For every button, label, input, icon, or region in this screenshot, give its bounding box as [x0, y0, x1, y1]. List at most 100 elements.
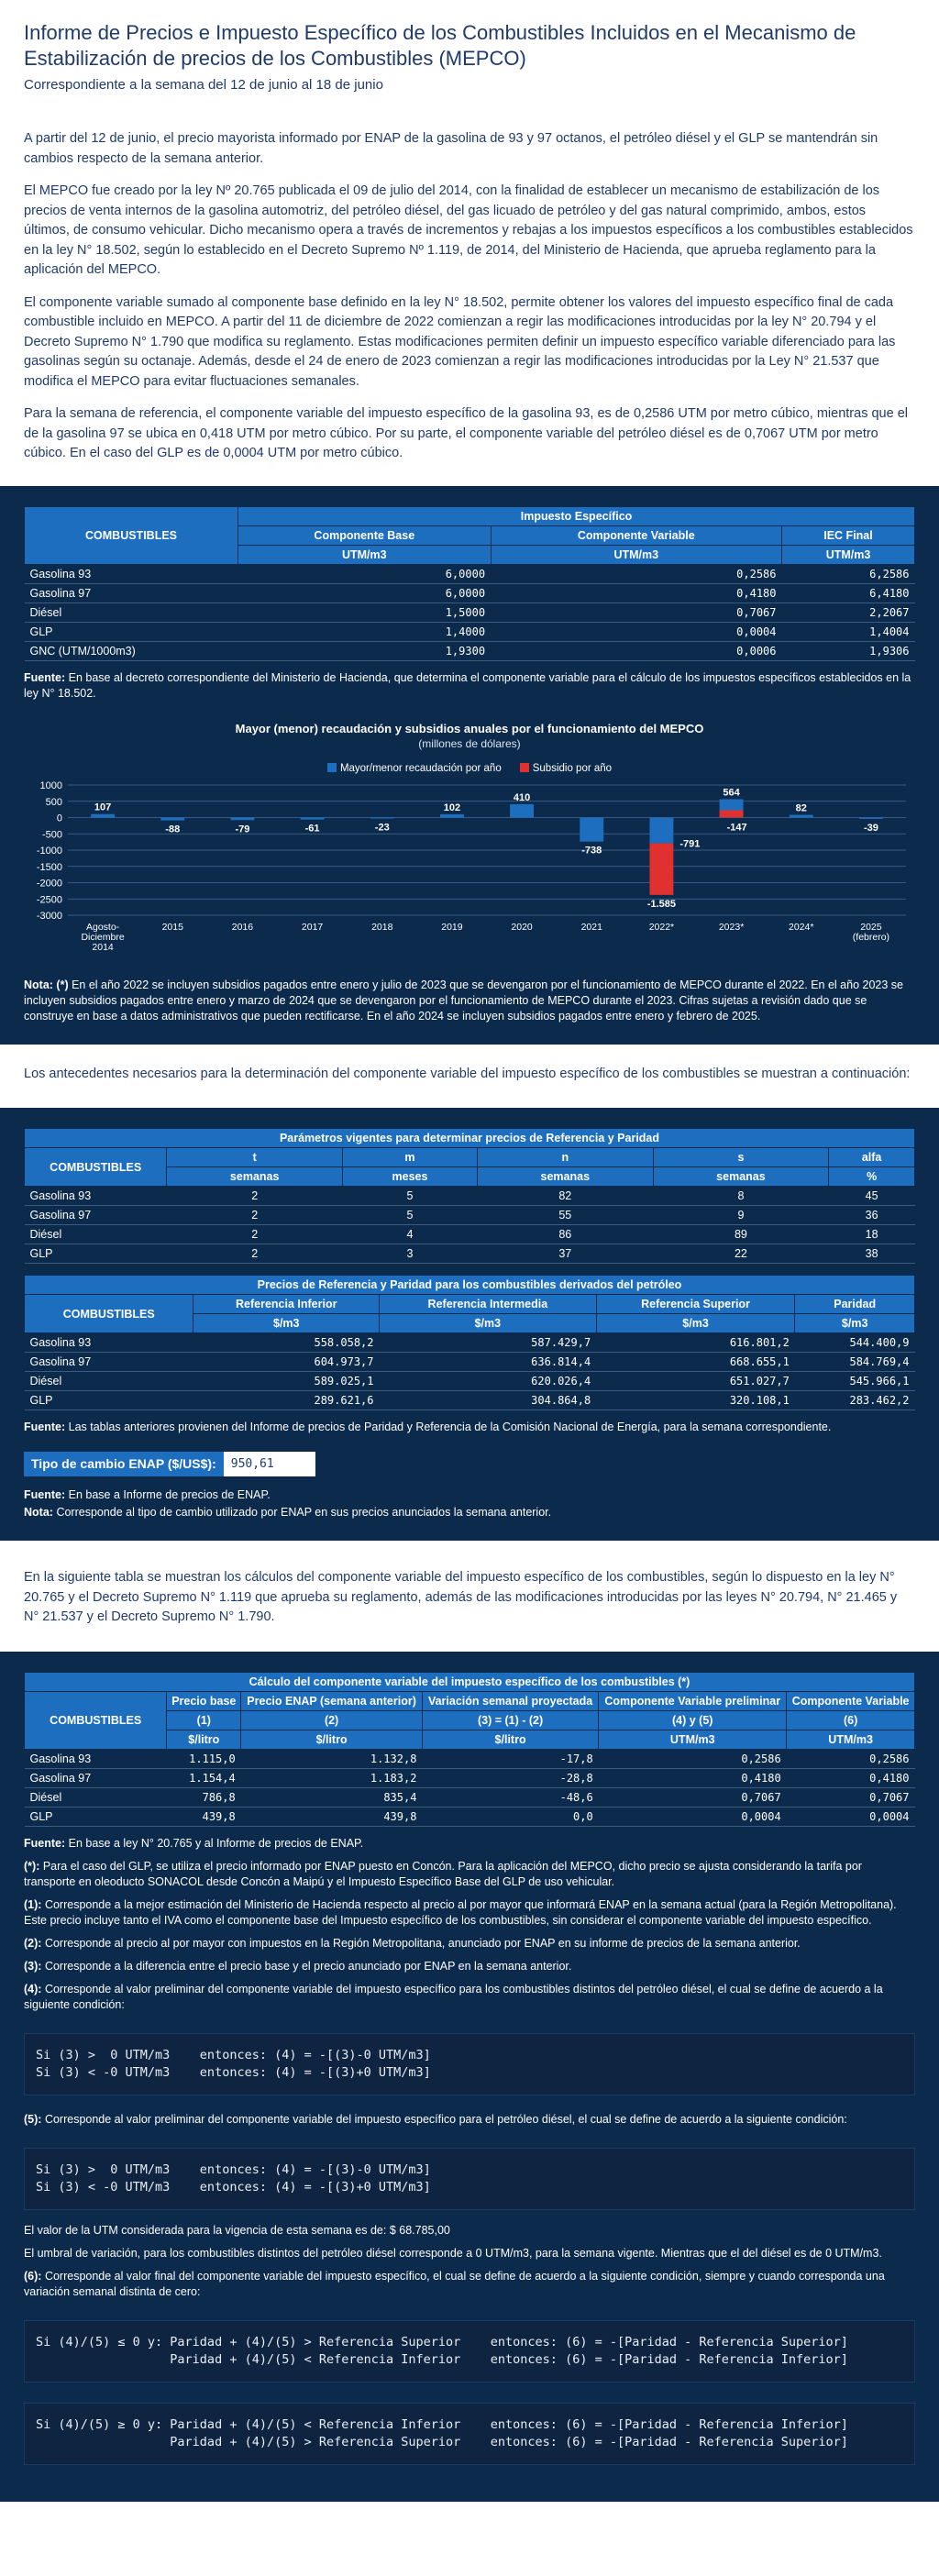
y-tick-label: -500	[42, 829, 62, 840]
table-cell: 2	[166, 1224, 343, 1244]
table-cell: 6,0000	[238, 564, 492, 584]
table-row: Gasolina 93 2 5 82 8 45	[24, 1186, 915, 1206]
table-cell: 0,2586	[786, 1749, 915, 1769]
table-cell: 589.025,1	[193, 1371, 380, 1391]
table-cell: 5	[342, 1205, 478, 1225]
table-cell: 1.115,0	[166, 1749, 241, 1769]
footnote: (2): Corresponde al precio al por mayor …	[24, 1936, 801, 1950]
row-label: Gasolina 93	[24, 1186, 167, 1206]
row-label: Diésel	[24, 1371, 193, 1391]
col-header: Paridad	[794, 1294, 915, 1314]
table-cell: 45	[828, 1186, 915, 1206]
table-row: GLP 2 3 37 22 38	[24, 1244, 915, 1264]
x-tick-label: 2021	[581, 922, 603, 933]
table-cell: 6,4180	[781, 583, 915, 603]
table-cell: 0,0	[422, 1807, 599, 1827]
row-label: Gasolina 97	[24, 1768, 167, 1788]
table-row: Gasolina 97 6,0000 0,4180 6,4180	[24, 583, 915, 603]
table-cell: -17,8	[422, 1749, 599, 1769]
x-tick-label: 2025	[860, 922, 882, 933]
col-unit: meses	[342, 1166, 478, 1187]
col-combustibles: COMBUSTIBLES	[23, 1294, 194, 1333]
bar-recaudacion	[160, 817, 185, 821]
row-label: GLP	[24, 1244, 167, 1264]
col-header: Componente Base	[238, 525, 492, 546]
umbral-text: El umbral de variación, para los combust…	[24, 2246, 882, 2260]
table-row: Gasolina 93 558.058,2 587.429,7 616.801,2 54…	[24, 1332, 915, 1353]
data-label: 564	[723, 787, 740, 798]
table-cell: 620.026,4	[379, 1371, 597, 1391]
table-row: Gasolina 97 2 5 55 9 36	[24, 1205, 915, 1225]
table-cell: 1,9306	[781, 641, 915, 661]
calc-table: Cálculo del componente variable del impu…	[23, 1671, 915, 1827]
table-caption: Impuesto Específico	[238, 505, 915, 526]
footnote: (3): Corresponde a la diferencia entre e…	[24, 1959, 572, 1973]
col-header: IEC Final	[781, 525, 915, 546]
page-subtitle: Correspondiente a la semana del 12 de ju…	[24, 77, 383, 93]
col-header: Precio base	[166, 1690, 242, 1711]
table-cell: 2,2067	[781, 603, 915, 623]
row-label: GLP	[24, 1807, 167, 1827]
col-ref: (3) = (1) - (2)	[421, 1709, 600, 1730]
col-unit: $/litro	[421, 1729, 600, 1750]
col-header: Referencia Inferior	[193, 1294, 381, 1314]
x-tick-label: 2017	[302, 922, 324, 933]
footnote: (5): Corresponde al valor preliminar del…	[24, 2112, 847, 2126]
exchange-rate-value: 950,61	[223, 1452, 315, 1476]
footnote: (4): Corresponde al valor preliminar del…	[24, 1982, 883, 2011]
calc-intro-text: En la siguiente tabla se muestran los cá…	[24, 1570, 898, 1624]
table-cell: 3	[342, 1244, 478, 1264]
intro-paragraph: A partir del 12 de junio, el precio mayo…	[24, 131, 878, 166]
bar-subsidio	[719, 809, 744, 817]
table-cell: 651.027,7	[596, 1371, 795, 1391]
col-unit: UTM/m3	[781, 544, 915, 565]
table-row: Gasolina 93 6,0000 0,2586 6,2586	[24, 564, 915, 584]
calc-intro-section: En la siguiente tabla se muestran los cá…	[0, 1541, 939, 1652]
table-cell: 5	[342, 1186, 478, 1206]
parameters-section: Parámetros vigentes para determinar prec…	[0, 1108, 939, 1541]
x-tick-label: Diciembre	[81, 932, 124, 943]
table-caption: Parámetros vigentes para determinar prec…	[24, 1128, 915, 1148]
bar-recaudacion	[510, 803, 535, 817]
col-combustibles: COMBUSTIBLES	[23, 505, 239, 565]
table-cell: 0,2586	[491, 564, 782, 584]
bar-recaudacion	[789, 814, 813, 817]
col-unit: semanas	[652, 1166, 830, 1187]
col-header: Referencia Superior	[595, 1294, 796, 1314]
col-header: Componente Variable	[490, 525, 783, 546]
x-tick-label: 2022*	[649, 922, 674, 933]
table-row: GNC (UTM/1000m3) 1,9300 0,0006 1,9306	[24, 641, 915, 661]
iec-section: COMBUSTIBLES Impuesto Específico Compone…	[0, 485, 939, 1045]
table-cell: 1,5000	[238, 603, 492, 623]
bar-recaudacion	[649, 817, 674, 844]
x-tick-label: 2024*	[789, 922, 813, 933]
col-ref: (4) y (5)	[598, 1709, 788, 1730]
table-row: GLP 289.621,6 304.864,8 320.108,1 283.462,2	[24, 1390, 915, 1410]
data-label: 82	[796, 802, 807, 813]
col-ref: (2)	[240, 1709, 423, 1730]
col-header: Componente Variable	[786, 1690, 915, 1711]
col-header: Referencia Intermedia	[379, 1294, 597, 1314]
table-caption: Precios de Referencia y Paridad para los…	[24, 1275, 915, 1295]
mepco-chart: 1000 500 0 -500 -1000 -1500 -2000 -2500 -3000 107…	[37, 780, 906, 953]
chart-title: Mayor (menor) recaudación y subsidios an…	[235, 721, 704, 735]
table-row: Gasolina 97 1.154,4 1.183,2 -28,8 0,4180 0,41…	[24, 1768, 915, 1788]
table-cell: 2	[166, 1186, 343, 1206]
data-label: -61	[305, 823, 320, 834]
table-cell: 604.973,7	[193, 1352, 380, 1372]
row-label: Gasolina 97	[24, 1205, 167, 1225]
table-cell: 616.801,2	[596, 1332, 795, 1353]
calc-table-body: Gasolina 93 1.115,0 1.132,8 -17,8 0,2586 0,25…	[24, 1749, 915, 1827]
col-header: n	[476, 1147, 654, 1167]
table-cell: 18	[828, 1224, 915, 1244]
legend-item: Subsidio por año	[519, 763, 612, 774]
iec-table-body: Gasolina 93 6,0000 0,2586 6,2586 Gasolina 97…	[24, 564, 915, 661]
x-tick-label: 2018	[371, 922, 393, 933]
subsidy-label: -147	[727, 822, 747, 833]
table-caption: Cálculo del componente variable del impu…	[24, 1671, 915, 1692]
intro-section: Informe de Precios e Impuesto Específico…	[0, 0, 939, 486]
y-tick-label: -1500	[37, 861, 62, 872]
table-cell: 584.769,4	[794, 1352, 915, 1372]
row-label: Gasolina 93	[24, 1749, 167, 1769]
table-row: Diésel 2 4 86 89 18	[24, 1224, 915, 1244]
